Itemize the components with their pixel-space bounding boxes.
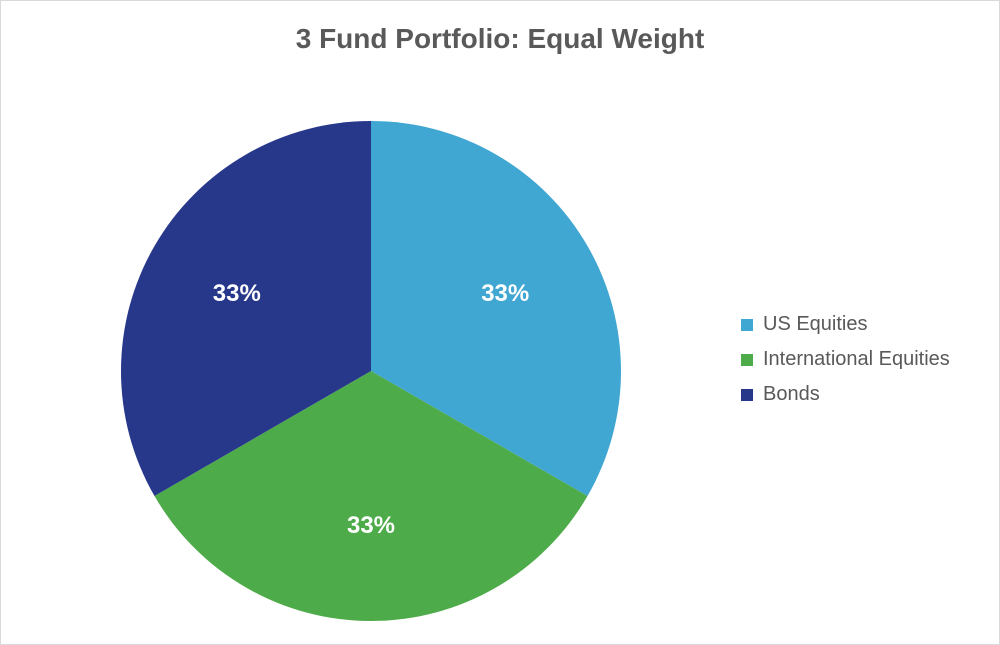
- legend-label-us-equities: US Equities: [763, 313, 868, 336]
- pie-svg: [121, 121, 621, 621]
- legend-item-international-equities: International Equities: [741, 348, 950, 371]
- slice-label-us-equities: 33%: [481, 280, 529, 308]
- legend-swatch-international-equities: [741, 354, 753, 366]
- legend-swatch-us-equities: [741, 319, 753, 331]
- legend-item-bonds: Bonds: [741, 383, 950, 406]
- legend-swatch-bonds: [741, 389, 753, 401]
- chart-title: 3 Fund Portfolio: Equal Weight: [1, 23, 999, 55]
- slice-label-bonds: 33%: [213, 280, 261, 308]
- legend: US Equities International Equities Bonds: [741, 301, 950, 418]
- pie-chart: 33% 33% 33%: [121, 121, 621, 621]
- chart-frame: 3 Fund Portfolio: Equal Weight 33%33%33%…: [0, 0, 1000, 645]
- legend-item-us-equities: US Equities: [741, 313, 950, 336]
- legend-label-international-equities: International Equities: [763, 348, 950, 371]
- slice-label-international-equities: 33%: [347, 512, 395, 540]
- legend-label-bonds: Bonds: [763, 383, 820, 406]
